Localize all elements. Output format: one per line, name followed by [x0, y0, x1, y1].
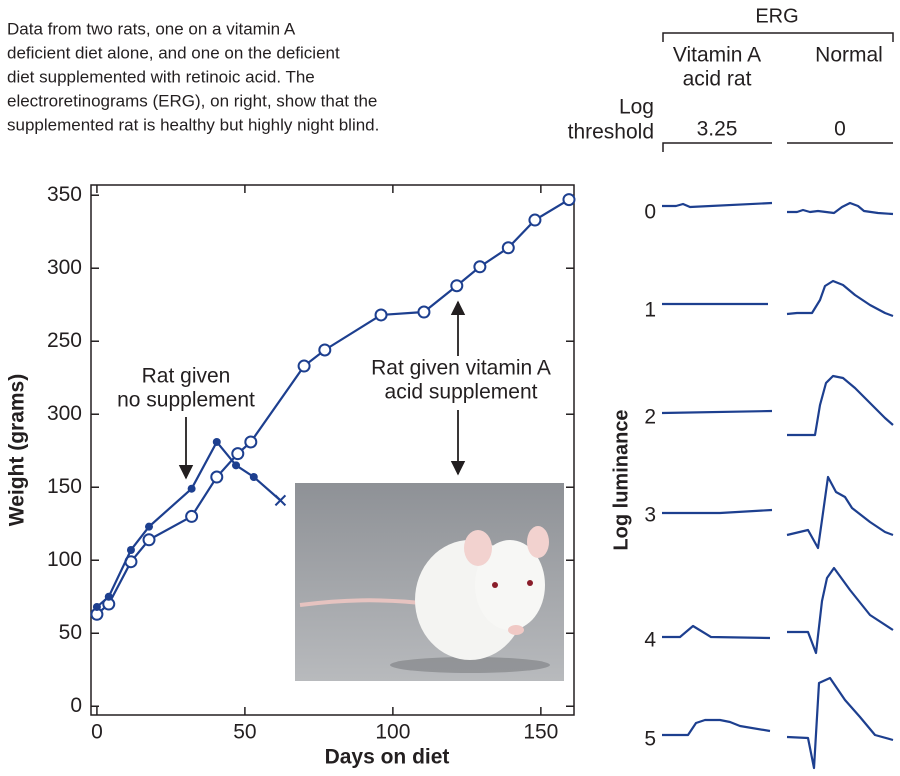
point [104, 592, 113, 601]
threshold-label: threshold [568, 121, 654, 144]
annotation: acid supplement [385, 381, 538, 404]
erg-row-label: 0 [644, 201, 656, 224]
point [145, 522, 154, 531]
x-tick-label: 150 [523, 721, 558, 744]
x-axis-label: Days on diet [325, 746, 450, 769]
description: Data from two rats, one on a vitamin A de… [7, 19, 379, 134]
point [501, 241, 515, 255]
point [562, 193, 576, 207]
threshold-label: Log [619, 96, 654, 119]
point [450, 279, 464, 293]
description-line: deficient diet alone, and one on the def… [7, 43, 340, 62]
x-tick-label: 50 [233, 721, 256, 744]
series-line [96, 440, 282, 608]
point [318, 343, 332, 357]
y-tick-label: 150 [47, 475, 82, 498]
point [297, 359, 311, 373]
annotation: Rat given vitamin A [371, 357, 551, 380]
description-line: diet supplemented with retinoic acid. Th… [7, 67, 315, 86]
threshold-value: 0 [834, 118, 846, 141]
point [528, 213, 542, 227]
y-tick-label: 350 [47, 183, 82, 206]
erg-row-label: 4 [644, 629, 656, 652]
point [185, 509, 199, 523]
y-tick-label: 300 [47, 402, 82, 425]
point [231, 447, 245, 461]
erg-axis-label: Log luminance [610, 409, 632, 550]
erg-traces [661, 201, 894, 770]
erg-title: ERG [755, 5, 798, 27]
x-tick-label: 0 [91, 721, 103, 744]
point [210, 470, 224, 484]
y-tick-label: 100 [47, 548, 82, 571]
y-tick-label: 50 [59, 621, 82, 644]
rat-photo [295, 483, 564, 681]
point [374, 308, 388, 322]
point [142, 533, 156, 547]
column-label: Normal [815, 44, 883, 67]
point [126, 546, 135, 555]
description-line: Data from two rats, one on a vitamin A [7, 19, 296, 38]
erg-row-label: 3 [644, 504, 656, 527]
y-tick-label: 0 [70, 694, 82, 717]
point [473, 260, 487, 274]
description-line: supplemented rat is healthy but highly n… [7, 115, 379, 134]
y-axis-label: Weight (grams) [6, 374, 29, 526]
threshold-value: 3.25 [697, 118, 738, 141]
point [244, 435, 258, 449]
y-tick-label: 300 [47, 256, 82, 279]
point [249, 473, 258, 482]
column-label: Vitamin A [673, 44, 761, 67]
erg-row-label: 5 [644, 728, 656, 751]
point [417, 305, 431, 319]
erg-header [662, 32, 894, 152]
point [187, 484, 196, 493]
x-tick-label: 100 [375, 721, 410, 744]
y-tick-label: 250 [47, 329, 82, 352]
erg-row-label: 1 [644, 299, 656, 322]
point [212, 437, 221, 446]
erg-row-label: 2 [644, 406, 656, 429]
annotation: no supplement [117, 389, 255, 412]
annotation: Rat given [142, 365, 231, 388]
point [232, 461, 241, 470]
plot-frame [90, 184, 575, 716]
erg-rows: 0 1 2 3 4 5 [644, 201, 656, 751]
description-line: electroretinograms (ERG), on right, show… [7, 91, 377, 110]
column-label: acid rat [683, 68, 752, 91]
point [274, 494, 287, 507]
point [92, 602, 101, 611]
